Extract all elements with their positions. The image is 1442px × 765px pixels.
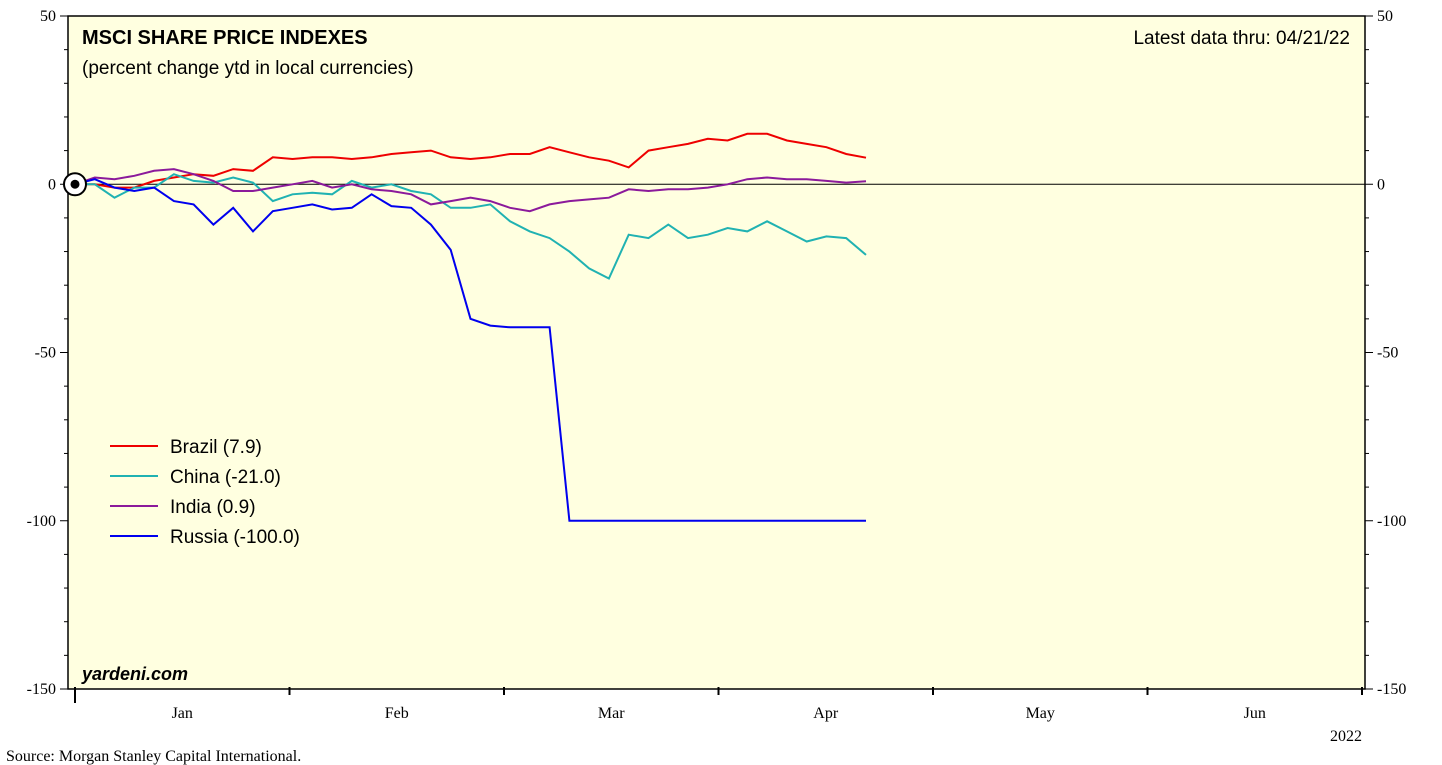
legend-label: Brazil (7.9): [170, 437, 262, 458]
y2-tick-label: -100: [1377, 513, 1406, 530]
x-tick-label: Mar: [598, 705, 625, 722]
x-tick-label: Apr: [813, 705, 839, 722]
legend-label: India (0.9): [170, 497, 256, 518]
legend-label: China (-21.0): [170, 467, 281, 488]
chart-title: MSCI SHARE PRICE INDEXES: [82, 27, 368, 49]
series-line: [74, 168, 867, 213]
y2-tick-label: 50: [1377, 8, 1393, 25]
y2-tick-label: 0: [1377, 176, 1385, 193]
y-tick-label: 0: [48, 176, 56, 193]
year-label: 2022: [1330, 728, 1362, 745]
x-tick-label: May: [1026, 705, 1055, 722]
y-tick-label: -150: [27, 681, 56, 698]
annotation: Latest data thru: 04/21/22: [1133, 28, 1350, 49]
y2-tick-label: -50: [1377, 345, 1398, 362]
x-tick-label: Feb: [385, 705, 409, 722]
start-marker-dot: [70, 179, 80, 189]
source: Source: Morgan Stanley Capital Internati…: [6, 748, 301, 765]
chart-subtitle: (percent change ytd in local currencies): [82, 58, 414, 79]
series-line: [75, 132, 867, 189]
y-tick-label: 50: [40, 8, 56, 25]
y-tick-label: -100: [27, 513, 56, 530]
watermark: yardeni.com: [81, 664, 188, 684]
legend-label: Russia (-100.0): [170, 527, 300, 548]
y-tick-label: -50: [35, 345, 56, 362]
y2-tick-label: -150: [1377, 681, 1406, 698]
plot-area: [67, 15, 1366, 690]
series-line: [75, 173, 867, 280]
x-tick-label: Jun: [1244, 705, 1266, 722]
x-tick-label: Jan: [172, 705, 193, 722]
series-line: [74, 178, 866, 522]
